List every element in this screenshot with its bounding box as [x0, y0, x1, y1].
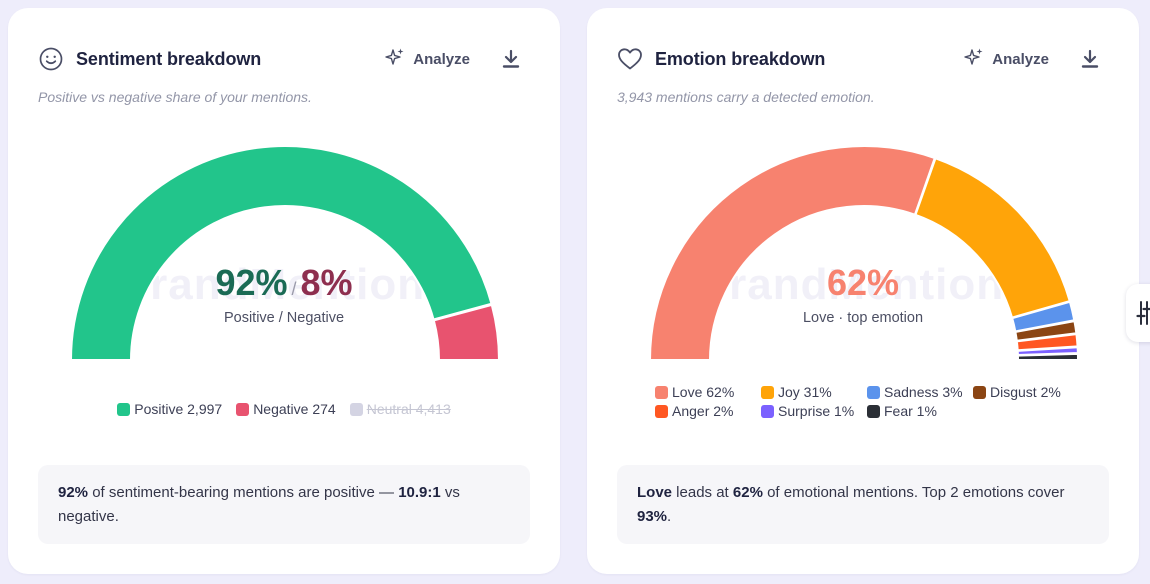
legend-item-negative[interactable]: Negative 274 — [236, 401, 336, 417]
emotion-caption: Love · top emotion — [802, 310, 924, 326]
legend-item-surprise[interactable]: Surprise 1% — [761, 403, 867, 419]
legend-item-joy[interactable]: Joy 31% — [761, 384, 867, 400]
smile-icon — [38, 46, 64, 72]
side-filter-tab[interactable] — [1126, 284, 1150, 342]
gauge-segment-negative[interactable] — [432, 303, 501, 361]
sentiment-summary: 92% of sentiment-bearing mentions are po… — [38, 465, 530, 544]
legend-item-anger[interactable]: Anger 2% — [655, 403, 761, 419]
sentiment-card-header: Sentiment breakdown Analyze — [38, 44, 530, 74]
sentiment-big-values: 92%/8% — [8, 262, 560, 304]
download-icon — [502, 49, 520, 68]
legend-label: Anger 2% — [672, 403, 734, 419]
emotion-card-header: Emotion breakdown Analyze — [617, 44, 1109, 74]
sentiment-analyze-button[interactable]: Analyze — [385, 47, 470, 71]
sentiment-legend: Positive 2,997 Negative 274 Neutral 4,41… — [8, 401, 560, 417]
emotion-download-button[interactable] — [1079, 48, 1101, 70]
summary-highlight: 10.9:1 — [398, 484, 441, 501]
gauge-segment-fear[interactable] — [1016, 352, 1080, 361]
legend-swatch — [867, 385, 880, 399]
summary-text: leads at — [672, 484, 733, 501]
legend-item-neutral[interactable]: Neutral 4,413 — [349, 401, 451, 417]
sentiment-subtitle: Positive vs negative share of your menti… — [38, 89, 312, 105]
legend-item-disgust[interactable]: Disgust 2% — [973, 384, 1083, 400]
emotion-summary: Love leads at 62% of emotional mentions.… — [617, 465, 1109, 544]
top-emotion-percentage: 62% — [826, 262, 900, 303]
legend-label: Surprise 1% — [778, 403, 855, 419]
legend-swatch — [655, 404, 668, 418]
legend-swatch — [655, 385, 668, 399]
summary-highlight: 62% — [732, 484, 763, 501]
legend-label: Love 62% — [672, 384, 735, 400]
emotion-analyze-button[interactable]: Analyze — [964, 47, 1049, 71]
analyze-label: Analyze — [413, 50, 470, 68]
legend-item-love[interactable]: Love 62% — [655, 384, 761, 400]
sentiment-caption: Positive / Negative — [223, 310, 345, 326]
gauge-segment-love[interactable] — [648, 145, 936, 361]
legend-label: Neutral 4,413 — [366, 401, 451, 417]
legend-swatch — [349, 402, 363, 416]
summary-text: vs negative. — [58, 484, 460, 525]
heart-icon — [617, 46, 643, 72]
summary-text: . — [667, 508, 672, 525]
emotion-title: Emotion breakdown — [655, 48, 826, 69]
legend-label: Joy 31% — [778, 384, 832, 400]
analyze-label: Analyze — [992, 50, 1049, 68]
legend-swatch — [973, 385, 986, 399]
summary-text: of emotional mentions. Top 2 emotions co… — [762, 484, 1065, 501]
download-icon — [1081, 49, 1099, 68]
gauge-segment-positive[interactable] — [69, 145, 493, 361]
summary-highlight: 93% — [637, 508, 668, 525]
negative-percentage: 8% — [300, 262, 353, 303]
positive-percentage: 92% — [215, 262, 288, 303]
legend-swatch — [867, 404, 880, 418]
legend-item-positive[interactable]: Positive 2,997 — [117, 401, 222, 417]
summary-text: of sentiment-bearing mentions are positi… — [88, 484, 399, 501]
legend-swatch — [761, 404, 774, 418]
legend-label: Positive 2,997 — [134, 401, 223, 417]
sliders-icon — [1136, 301, 1150, 325]
sentiment-card: Sentiment breakdown Analyze Positive vs … — [8, 8, 560, 574]
emotion-subtitle: 3,943 mentions carry a detected emotion. — [617, 89, 875, 105]
summary-highlight: 92% — [58, 484, 89, 501]
summary-highlight: Love — [637, 484, 673, 501]
sparkle-icon — [385, 47, 405, 71]
legend-item-fear[interactable]: Fear 1% — [867, 403, 973, 419]
legend-swatch — [236, 402, 250, 416]
sentiment-title: Sentiment breakdown — [76, 48, 262, 69]
sentiment-download-button[interactable] — [500, 48, 522, 70]
legend-swatch — [761, 385, 774, 399]
legend-label: Sadness 3% — [884, 384, 963, 400]
emotion-gauge-chart — [648, 145, 1080, 361]
emotion-card: Emotion breakdown Analyze 3,943 mentions… — [587, 8, 1139, 574]
legend-item-sadness[interactable]: Sadness 3% — [867, 384, 973, 400]
emotion-big-values: 62% — [587, 262, 1139, 304]
sentiment-gauge-chart — [69, 145, 501, 361]
legend-label: Negative 274 — [253, 401, 336, 417]
sparkle-icon — [964, 47, 984, 71]
legend-label: Disgust 2% — [990, 384, 1061, 400]
emotion-legend: Love 62% Joy 31% Sadness 3% Disgust 2% A… — [655, 384, 1095, 419]
legend-swatch — [117, 402, 131, 416]
value-separator: / — [291, 279, 297, 299]
legend-label: Fear 1% — [884, 403, 937, 419]
